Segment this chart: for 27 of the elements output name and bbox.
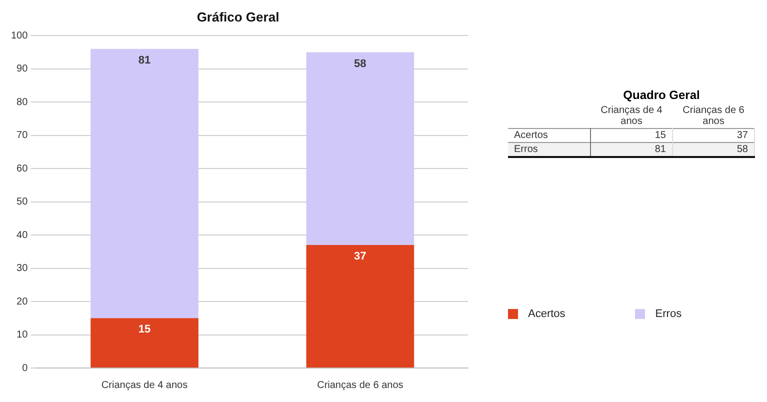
data-label: 37 (672, 128, 754, 142)
y-tick-label: 50 (16, 196, 28, 208)
series-label: Acertos (508, 128, 590, 142)
legend-label: Acertos (528, 308, 566, 320)
legend-label: Erros (655, 308, 682, 320)
text: Quadro Geral (622, 88, 701, 102)
y-tick-label: 60 (16, 163, 28, 174)
data-label: 15 (138, 324, 151, 336)
category-label: Crianças de 4 anos (600, 104, 664, 128)
y-tick-label: 80 (16, 96, 28, 108)
data-label: 58 (672, 142, 754, 157)
category-label: Crianças de 6 anos (682, 104, 746, 128)
y-tick-label: 20 (16, 296, 28, 308)
y-tick-label: 70 (16, 130, 28, 142)
y-tick-label: 30 (16, 263, 28, 274)
y-tick-label: 90 (16, 64, 28, 75)
data-label: 15 (590, 128, 672, 142)
data-label: 58 (354, 58, 366, 70)
data-label: 37 (354, 250, 366, 263)
data-label: 81 (138, 54, 151, 66)
series-label: Erros (508, 142, 590, 157)
chart-title: Gráfico Geral (196, 9, 280, 24)
y-tick-label: 40 (16, 230, 28, 241)
y-tick-label: 10 (16, 330, 28, 341)
y-tick-label: 0 (22, 362, 28, 374)
data-label: 81 (590, 142, 672, 157)
y-tick-label: 100 (10, 30, 28, 42)
